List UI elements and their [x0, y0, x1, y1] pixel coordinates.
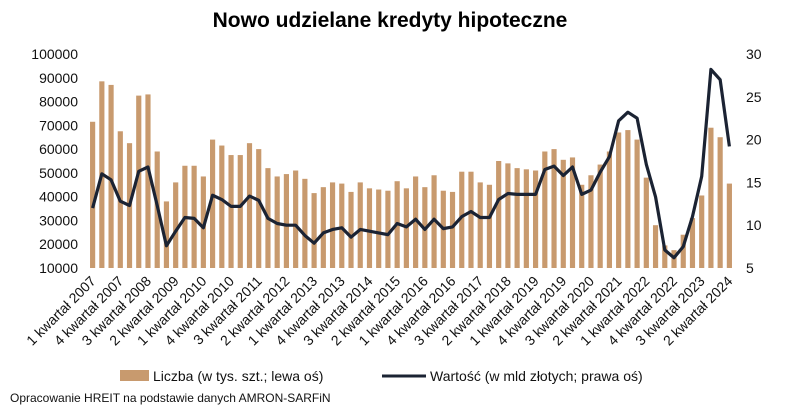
bar [523, 169, 529, 268]
bar [486, 184, 493, 268]
value-line [91, 67, 731, 260]
left-tick-label: 40000 [39, 189, 78, 205]
left-tick-label: 30000 [39, 212, 78, 228]
bar [210, 139, 216, 268]
bar [533, 170, 539, 268]
bar [413, 176, 419, 268]
bar [551, 149, 557, 268]
bar [302, 178, 308, 268]
bar [560, 159, 566, 268]
right-axis: 5 10 15 20 25 30 [746, 46, 762, 276]
line-series [91, 67, 731, 260]
bar [145, 94, 151, 268]
bar [643, 177, 649, 268]
left-tick-label: 10000 [39, 260, 78, 276]
bar [329, 182, 336, 268]
bar [348, 191, 354, 268]
bar [320, 187, 326, 268]
bar-series [90, 81, 732, 269]
bar [90, 121, 96, 269]
bar [385, 190, 391, 268]
left-tick-label: 80000 [39, 94, 78, 110]
bar [449, 191, 456, 268]
bar [496, 161, 502, 268]
bar [237, 155, 243, 268]
bar [431, 175, 437, 268]
bar [173, 182, 179, 268]
left-tick-label: 90000 [39, 70, 78, 86]
bar [219, 145, 225, 268]
bar [136, 95, 142, 268]
bar [708, 127, 714, 269]
right-tick-label: 25 [746, 89, 762, 105]
left-tick-label: 50000 [39, 165, 78, 181]
bar [606, 151, 612, 268]
bar [246, 143, 253, 268]
bar [468, 171, 474, 268]
legend-bar-label: Liczba (w tys. szt.; lewa oś) [153, 368, 323, 384]
bar [579, 184, 585, 268]
bar [376, 189, 382, 268]
bar [616, 132, 622, 268]
left-tick-label: 70000 [39, 117, 78, 133]
bar [717, 137, 723, 268]
source-note: Opracowanie HREIT na podstawie danych AM… [10, 391, 331, 405]
left-tick-label: 60000 [39, 141, 78, 157]
chart-title: Nowo udzielane kredyty hipoteczne [213, 9, 568, 32]
bar [293, 170, 299, 268]
bar [477, 182, 483, 268]
legend: Liczba (w tys. szt.; lewa oś) Wartość (w… [120, 368, 643, 384]
bar [625, 130, 631, 268]
bar [505, 163, 511, 268]
bar [366, 188, 373, 268]
bar [514, 168, 520, 268]
bar [339, 183, 345, 268]
bar [256, 149, 262, 268]
bar [588, 175, 594, 268]
bar [597, 164, 603, 268]
right-tick-label: 15 [746, 174, 762, 190]
bar [163, 201, 170, 268]
bar [228, 155, 234, 268]
bar [699, 195, 705, 268]
bar [634, 139, 640, 268]
right-tick-label: 10 [746, 217, 762, 233]
right-tick-label: 5 [746, 260, 754, 276]
bar [569, 157, 576, 268]
bar [726, 183, 732, 268]
bar [459, 171, 465, 268]
bar [652, 225, 659, 268]
bar [662, 245, 668, 268]
bar [680, 234, 686, 268]
legend-bar-swatch [120, 370, 149, 381]
bar [108, 84, 114, 268]
left-axis: 10000 20000 30000 40000 50000 60000 70000 80000… [31, 46, 78, 276]
bar [689, 218, 696, 268]
legend-line-label: Wartość (w mld złotych; prawa oś) [430, 368, 643, 384]
left-tick-label: 100000 [31, 46, 78, 62]
bar [283, 174, 289, 268]
right-tick-label: 30 [746, 46, 762, 62]
left-tick-label: 20000 [39, 236, 78, 252]
right-tick-label: 20 [746, 132, 762, 148]
bar [357, 182, 363, 268]
bar [542, 151, 548, 268]
bar [311, 193, 317, 268]
